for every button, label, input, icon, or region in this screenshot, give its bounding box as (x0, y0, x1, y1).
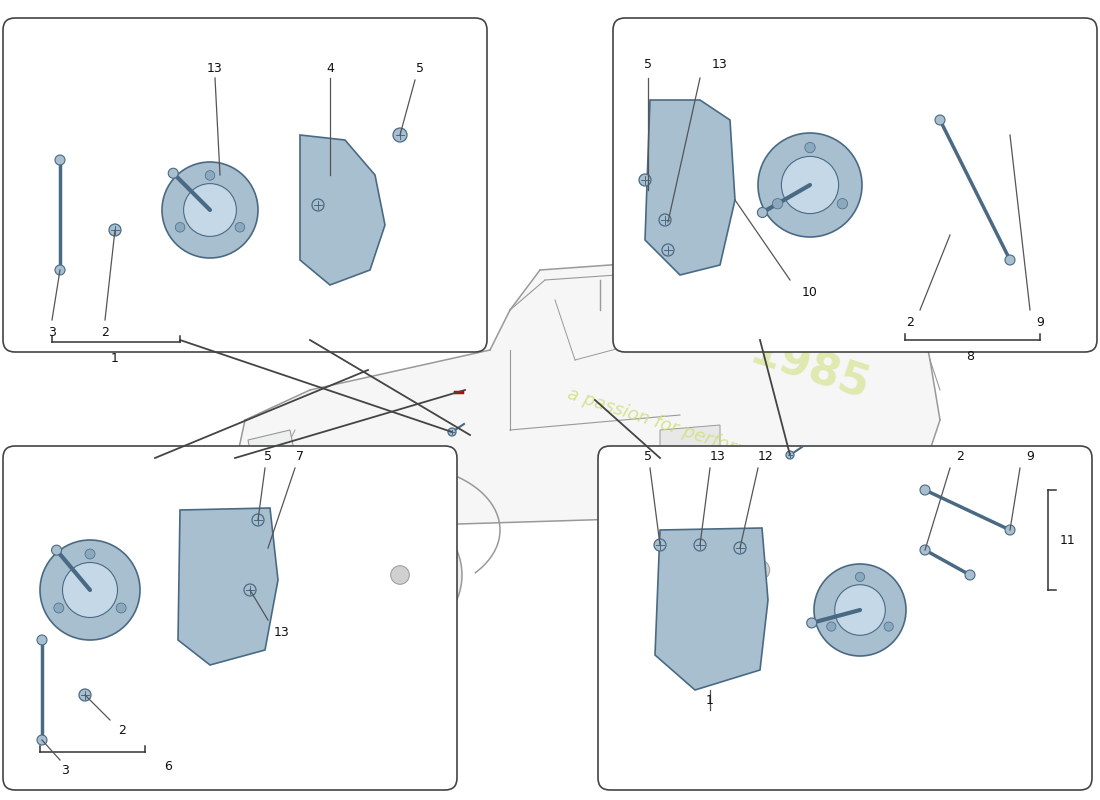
Text: 2: 2 (118, 723, 125, 737)
Circle shape (827, 622, 836, 631)
Circle shape (814, 564, 906, 656)
Text: 6: 6 (164, 759, 172, 773)
Circle shape (1005, 255, 1015, 265)
Text: 3: 3 (48, 326, 56, 338)
Circle shape (54, 603, 64, 613)
Text: 5: 5 (264, 450, 272, 463)
Text: 1985: 1985 (745, 330, 876, 410)
Circle shape (662, 244, 674, 256)
Circle shape (750, 560, 770, 580)
Circle shape (805, 142, 815, 153)
Circle shape (37, 735, 47, 745)
Circle shape (659, 214, 671, 226)
Polygon shape (178, 508, 278, 665)
Circle shape (85, 549, 95, 559)
Circle shape (717, 528, 802, 612)
Circle shape (835, 585, 886, 635)
Circle shape (360, 534, 440, 615)
Circle shape (162, 162, 258, 258)
Circle shape (786, 451, 794, 459)
Polygon shape (300, 135, 385, 285)
Circle shape (965, 570, 975, 580)
Text: 1: 1 (706, 694, 714, 706)
Circle shape (772, 198, 783, 209)
Circle shape (63, 562, 118, 618)
Circle shape (920, 485, 929, 495)
Circle shape (639, 174, 651, 186)
Circle shape (654, 539, 666, 551)
Polygon shape (230, 260, 940, 530)
Circle shape (40, 540, 140, 640)
Polygon shape (660, 425, 720, 460)
Circle shape (837, 198, 848, 209)
Polygon shape (654, 528, 768, 690)
Circle shape (393, 128, 407, 142)
Circle shape (390, 566, 409, 584)
FancyBboxPatch shape (613, 18, 1097, 352)
Circle shape (935, 115, 945, 125)
FancyBboxPatch shape (3, 446, 456, 790)
Circle shape (781, 157, 838, 214)
Polygon shape (645, 100, 735, 275)
Circle shape (55, 155, 65, 165)
Circle shape (55, 265, 65, 275)
Text: 5: 5 (644, 58, 652, 71)
Circle shape (175, 222, 185, 232)
Circle shape (79, 689, 91, 701)
Text: 13: 13 (711, 450, 726, 463)
Text: 2: 2 (101, 326, 109, 338)
Text: 2: 2 (956, 450, 964, 463)
Circle shape (338, 513, 462, 637)
Circle shape (448, 428, 456, 436)
Circle shape (52, 545, 62, 555)
Text: 8: 8 (966, 350, 974, 362)
Text: 10: 10 (802, 286, 818, 298)
Circle shape (806, 618, 816, 628)
Circle shape (117, 603, 126, 613)
Circle shape (758, 207, 768, 218)
Text: 5: 5 (416, 62, 424, 74)
Circle shape (312, 199, 324, 211)
Circle shape (734, 542, 746, 554)
Circle shape (758, 133, 862, 237)
Text: 2: 2 (906, 315, 914, 329)
Circle shape (920, 545, 929, 555)
Text: 5: 5 (644, 450, 652, 463)
Text: 7: 7 (296, 450, 304, 463)
Circle shape (1005, 525, 1015, 535)
Circle shape (695, 505, 825, 635)
Circle shape (244, 584, 256, 596)
Text: 1: 1 (111, 351, 119, 365)
Circle shape (184, 183, 236, 237)
Text: a passion for performance: a passion for performance (564, 385, 795, 475)
Text: 13: 13 (274, 626, 290, 638)
Circle shape (856, 572, 865, 582)
Text: 9: 9 (1036, 315, 1044, 329)
Circle shape (168, 168, 178, 178)
Circle shape (206, 170, 214, 180)
Circle shape (235, 222, 244, 232)
Circle shape (37, 635, 47, 645)
FancyBboxPatch shape (598, 446, 1092, 790)
Circle shape (884, 622, 893, 631)
Circle shape (252, 514, 264, 526)
Text: 4: 4 (326, 62, 334, 74)
Polygon shape (248, 430, 295, 460)
Text: 12: 12 (758, 450, 774, 463)
Text: 13: 13 (712, 58, 728, 71)
FancyBboxPatch shape (3, 18, 487, 352)
Text: 9: 9 (1026, 450, 1034, 463)
Circle shape (109, 224, 121, 236)
Text: 13: 13 (207, 62, 223, 74)
Text: 3: 3 (62, 763, 69, 777)
Circle shape (694, 539, 706, 551)
Text: 11: 11 (1060, 534, 1076, 546)
